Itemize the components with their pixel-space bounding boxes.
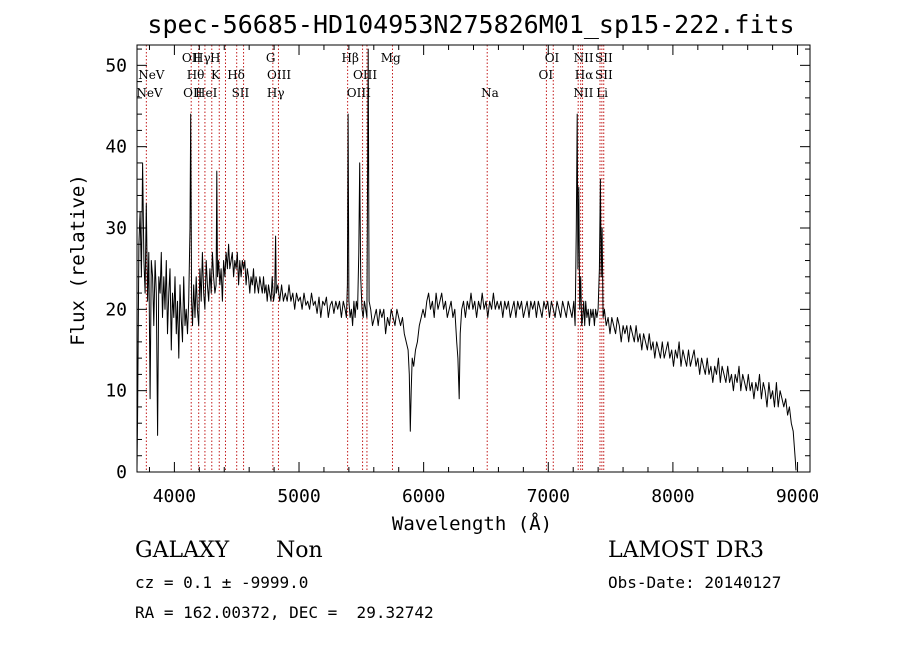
y-axis-label: Flux (relative) (67, 174, 89, 346)
line-label: Hδ (227, 68, 245, 82)
line-label: NeV (138, 68, 165, 82)
redshift-readout: cz = 0.1 ± -9999.0 (135, 573, 309, 592)
coordinates-readout: RA = 162.00372, DEC = 29.32742 (135, 603, 434, 622)
obs-date: Obs-Date: 20140127 (608, 573, 782, 592)
line-label: SII (595, 68, 613, 82)
y-tick-label: 0 (116, 462, 127, 483)
line-label: Hθ (187, 68, 205, 82)
line-label: Li (596, 86, 608, 100)
spectrum-line (136, 48, 797, 471)
line-label: OII (182, 51, 202, 65)
x-tick-label: 7000 (527, 486, 570, 507)
x-axis-label: Wavelength (Å) (392, 512, 552, 535)
y-tick-label: 50 (105, 55, 127, 76)
x-tick-label: 4000 (153, 486, 196, 507)
line-label: Hγ (267, 86, 285, 100)
x-axis: 4000 5000 6000 7000 8000 9000 (148, 45, 819, 507)
object-class: GALAXY (135, 538, 230, 563)
line-label: OII (183, 86, 203, 100)
line-label: HeI (195, 86, 218, 100)
line-label: OIII (347, 86, 371, 100)
y-tick-label: 10 (105, 381, 127, 402)
line-label: Hα (575, 68, 594, 82)
line-label: Hβ (342, 51, 359, 65)
y-tick-label: 20 (105, 299, 127, 320)
y-axis: 0 10 20 30 40 50 (105, 48, 810, 483)
y-tick-label: 40 (105, 137, 127, 158)
y-tick-label: 30 (105, 218, 127, 239)
line-label: H (210, 51, 220, 65)
line-label: SII (595, 51, 613, 65)
line-label: K (211, 68, 221, 82)
chart-title: spec-56685-HD104953N275826M01_sp15-222.f… (147, 10, 794, 39)
line-label: G (266, 51, 276, 65)
object-subclass: Non (276, 538, 323, 563)
line-label: OIII (267, 68, 291, 82)
line-label: NII (573, 86, 593, 100)
line-label: NeV (136, 86, 163, 100)
line-label: Mg (381, 51, 401, 65)
x-tick-label: 9000 (776, 486, 819, 507)
line-label: SII (232, 86, 250, 100)
line-label: OI (545, 51, 560, 65)
line-label: OI (538, 68, 553, 82)
line-label: NII (574, 51, 594, 65)
line-label: Na (481, 86, 499, 100)
survey-name: LAMOST DR3 (608, 538, 764, 563)
spectral-line-markers (145, 45, 605, 472)
x-tick-label: 8000 (651, 486, 694, 507)
line-label: OIII (353, 68, 377, 82)
spectrum-series (136, 48, 797, 471)
line-label: Hγ (193, 51, 211, 65)
x-tick-label: 6000 (402, 486, 445, 507)
x-tick-label: 5000 (277, 486, 320, 507)
